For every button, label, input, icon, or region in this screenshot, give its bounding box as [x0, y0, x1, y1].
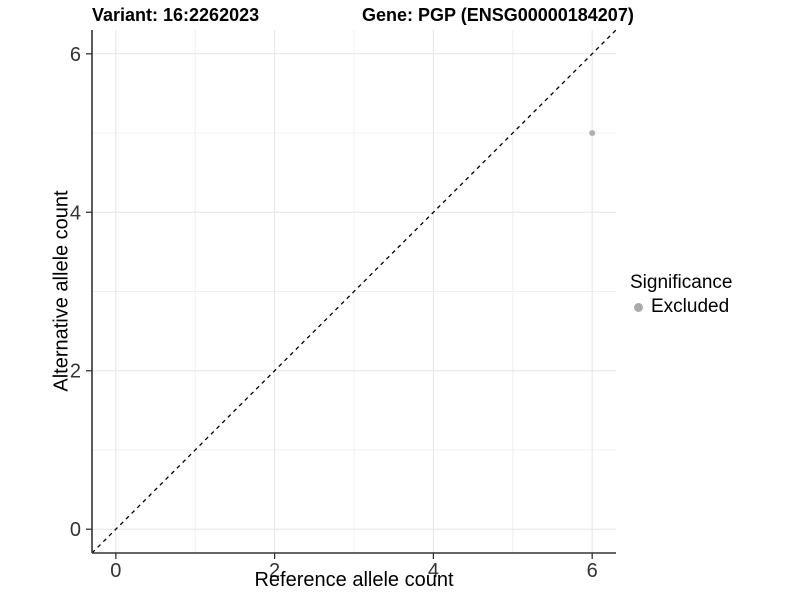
x-tick-label: 2 [269, 560, 280, 582]
data-point [589, 130, 596, 137]
legend-title: Significance [630, 272, 733, 293]
x-tick-label: 0 [110, 560, 121, 582]
identity-reference-line [91, 29, 617, 554]
plot-title-gene: Gene: PGP (ENSG00000184207) [362, 5, 634, 25]
plot-title-variant: Variant: 16:2262023 [92, 5, 260, 25]
y-tick-label: 6 [70, 44, 81, 66]
x-axis-title: Reference allele count [254, 569, 454, 591]
y-tick-label: 4 [70, 202, 81, 224]
legend-entry-label: Excluded [651, 296, 730, 317]
legend-marker-circle-icon [634, 302, 643, 312]
x-tick-label: 6 [587, 560, 598, 582]
y-axis-title: Alternative allele count [50, 190, 73, 392]
y-tick-label: 0 [70, 519, 81, 541]
legend-entry-excluded: Excluded [630, 296, 732, 318]
y-tick-label: 2 [70, 361, 81, 383]
x-tick-label: 4 [428, 560, 439, 582]
legend: Significance Excluded [630, 272, 732, 318]
